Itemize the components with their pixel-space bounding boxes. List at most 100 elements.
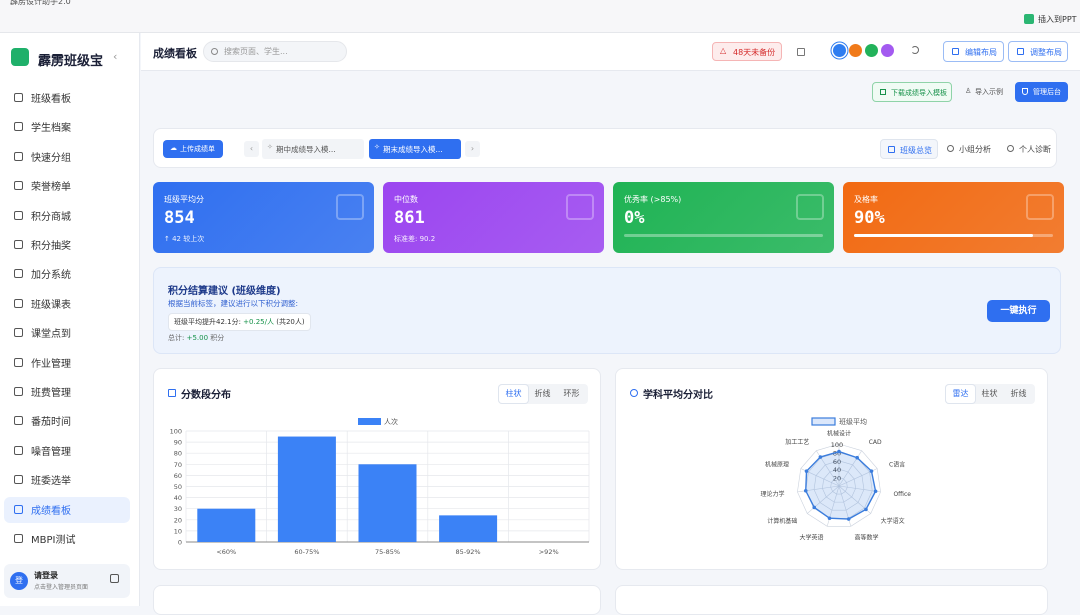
- theme-color[interactable]: [833, 44, 846, 57]
- collapse[interactable]: ‹: [113, 50, 118, 63]
- bar: [358, 464, 417, 542]
- axis-label: 高等数学: [854, 533, 878, 541]
- bar: [277, 436, 336, 542]
- chart-toggle[interactable]: 柱状: [499, 385, 528, 403]
- grid-ring: [797, 443, 881, 527]
- user-box[interactable]: 登请登录 点击登入管理员页面: [4, 564, 130, 598]
- nav-item[interactable]: 加分系统: [4, 261, 130, 287]
- chart-toggle[interactable]: 环形: [563, 389, 580, 398]
- grid-ring: [813, 460, 865, 511]
- r-tick-label: 80: [833, 449, 841, 457]
- layout-button[interactable]: 编辑布局: [943, 41, 1004, 62]
- nav-label: 加分系统: [31, 270, 71, 282]
- axis-label: C语言: [889, 460, 905, 468]
- y-tick-label: 30: [174, 505, 182, 513]
- download-button[interactable]: 下载成绩导入模板: [872, 82, 952, 102]
- stat-card: 优秀率 (>85%) 0%: [613, 182, 834, 253]
- y-tick-label: 100: [170, 428, 182, 436]
- panel-icon[interactable]: [797, 48, 805, 56]
- execute-button[interactable]: 一键执行: [987, 300, 1050, 322]
- theme-color[interactable]: [865, 44, 878, 57]
- nav-item[interactable]: 班级课表: [4, 291, 130, 317]
- nav-item[interactable]: 番茄时间: [4, 408, 130, 434]
- theme-color[interactable]: [849, 44, 862, 57]
- tab-item[interactable]: 期末成绩导入模... ✧: [369, 139, 461, 159]
- button-icon: [1022, 88, 1028, 95]
- insert-ppt[interactable]: 插入到PPT: [1038, 15, 1077, 24]
- tab-item[interactable]: 期中成绩导入模... ✧: [262, 139, 364, 159]
- tab-prev[interactable]: ‹: [244, 141, 259, 157]
- button-icon: [952, 48, 959, 55]
- nav-item[interactable]: 成绩看板: [4, 496, 130, 523]
- axis-label: 机械设计: [827, 430, 851, 438]
- nav-item[interactable]: 积分商城: [4, 203, 130, 229]
- grid-ring: [830, 477, 848, 495]
- search[interactable]: 搜索页面、学生...: [203, 41, 347, 62]
- nav-item[interactable]: 学生档案: [4, 114, 130, 140]
- nav-item[interactable]: 课堂点到: [4, 320, 130, 346]
- view-label: 小组分析: [959, 145, 991, 154]
- chart-toggle[interactable]: 雷达: [946, 385, 975, 403]
- x-tick-label: 60-75%: [294, 548, 319, 556]
- chart: 人次 0 10 20 30 40 50 60 70 80 90 100 <60% 60-75% 75-85%…: [170, 417, 590, 556]
- nav-item[interactable]: MBPI测试: [4, 526, 130, 552]
- nav-item[interactable]: 班费管理: [4, 379, 130, 405]
- chart-toggle[interactable]: 柱状: [981, 389, 998, 398]
- layout-button[interactable]: 调整布局: [1008, 41, 1068, 62]
- nav-item[interactable]: 作业管理: [4, 350, 130, 376]
- radar-point: [855, 455, 859, 460]
- nav-item[interactable]: 班级看板: [4, 85, 130, 111]
- suggestion-tag: 班级平均提升42.1分: +0.25/人 (共20人): [168, 313, 311, 331]
- axis-label: 大学英语: [799, 533, 823, 541]
- stat-icon: [336, 194, 364, 220]
- suggestion-title: 积分结算建议 (班级维度): [168, 286, 281, 297]
- nav-item[interactable]: 噪音管理: [4, 438, 130, 464]
- stat-value: 90%: [854, 208, 885, 228]
- chart-toggle[interactable]: 折线: [1010, 389, 1027, 398]
- radar-point: [864, 507, 868, 512]
- chart-toggles: 柱状 折线 环形: [498, 384, 588, 404]
- view-label: 班级总览: [900, 146, 932, 155]
- legend-swatch: [811, 417, 836, 426]
- radar-point: [804, 469, 809, 473]
- nav-icon: [14, 475, 23, 485]
- nav-icon: [14, 445, 23, 455]
- upload-button[interactable]: 上传成绩单 ☁: [163, 140, 223, 158]
- view-tab[interactable]: 小组分析: [940, 139, 998, 159]
- view-tab[interactable]: 个人诊断: [1000, 139, 1058, 159]
- chart-toggle[interactable]: 折线: [534, 389, 551, 398]
- stat-label: 班级平均分: [164, 195, 204, 204]
- view-tab[interactable]: 班级总览: [880, 139, 938, 159]
- spoke: [838, 485, 881, 493]
- nav-item[interactable]: 快速分组: [4, 144, 130, 170]
- y-tick-label: 90: [174, 439, 182, 447]
- backup-warning[interactable]: 48天未备份 △: [712, 42, 782, 61]
- nav-item[interactable]: 班委选举: [4, 467, 130, 493]
- r-tick-label: 20: [833, 475, 841, 483]
- axis-label: 机械原理: [765, 460, 789, 468]
- import-example[interactable]: 导入示例 ♙: [958, 82, 1010, 102]
- radar-point: [873, 489, 878, 494]
- y-tick-label: 40: [174, 494, 182, 502]
- button-label: 下载成绩导入模板: [891, 89, 947, 97]
- tab-icon: ✧: [374, 143, 380, 151]
- nav-icon: [14, 504, 23, 514]
- button-label: 上传成绩单: [180, 145, 215, 153]
- nav-item[interactable]: 荣誉榜单: [4, 173, 130, 199]
- nav-label: 积分抽奖: [31, 241, 71, 252]
- radar-point: [837, 449, 841, 454]
- radar-point: [818, 455, 823, 459]
- y-tick-label: 50: [174, 483, 182, 491]
- tab-next[interactable]: ›: [465, 141, 480, 157]
- theme-color[interactable]: [881, 44, 894, 57]
- manage-button[interactable]: 管理后台: [1015, 82, 1068, 102]
- nav-item[interactable]: 积分抽奖: [4, 232, 130, 258]
- y-tick-label: 60: [174, 472, 182, 480]
- dark-toggle[interactable]: [911, 46, 919, 54]
- stat-icon: [566, 194, 594, 220]
- axis-label: CAD: [869, 439, 882, 446]
- logout[interactable]: [110, 574, 119, 583]
